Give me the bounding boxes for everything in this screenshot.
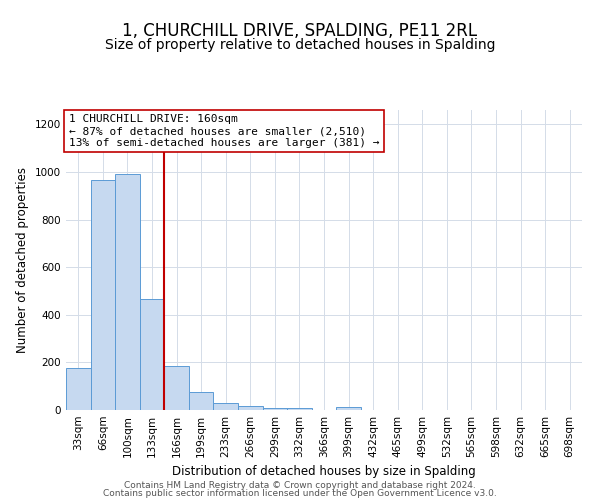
X-axis label: Distribution of detached houses by size in Spalding: Distribution of detached houses by size … — [172, 466, 476, 478]
Bar — [140, 300, 164, 410]
Text: Size of property relative to detached houses in Spalding: Size of property relative to detached ho… — [105, 38, 495, 52]
Text: 1 CHURCHILL DRIVE: 160sqm
← 87% of detached houses are smaller (2,510)
13% of se: 1 CHURCHILL DRIVE: 160sqm ← 87% of detac… — [68, 114, 379, 148]
Bar — [115, 174, 140, 410]
Text: Contains public sector information licensed under the Open Government Licence v3: Contains public sector information licen… — [103, 489, 497, 498]
Bar — [263, 408, 287, 410]
Bar — [214, 404, 238, 410]
Bar — [91, 180, 115, 410]
Bar — [238, 406, 263, 410]
Bar — [66, 368, 91, 410]
Y-axis label: Number of detached properties: Number of detached properties — [16, 167, 29, 353]
Bar — [336, 407, 361, 410]
Bar — [189, 392, 214, 410]
Bar — [287, 408, 312, 410]
Text: 1, CHURCHILL DRIVE, SPALDING, PE11 2RL: 1, CHURCHILL DRIVE, SPALDING, PE11 2RL — [122, 22, 478, 40]
Text: Contains HM Land Registry data © Crown copyright and database right 2024.: Contains HM Land Registry data © Crown c… — [124, 480, 476, 490]
Bar — [164, 366, 189, 410]
